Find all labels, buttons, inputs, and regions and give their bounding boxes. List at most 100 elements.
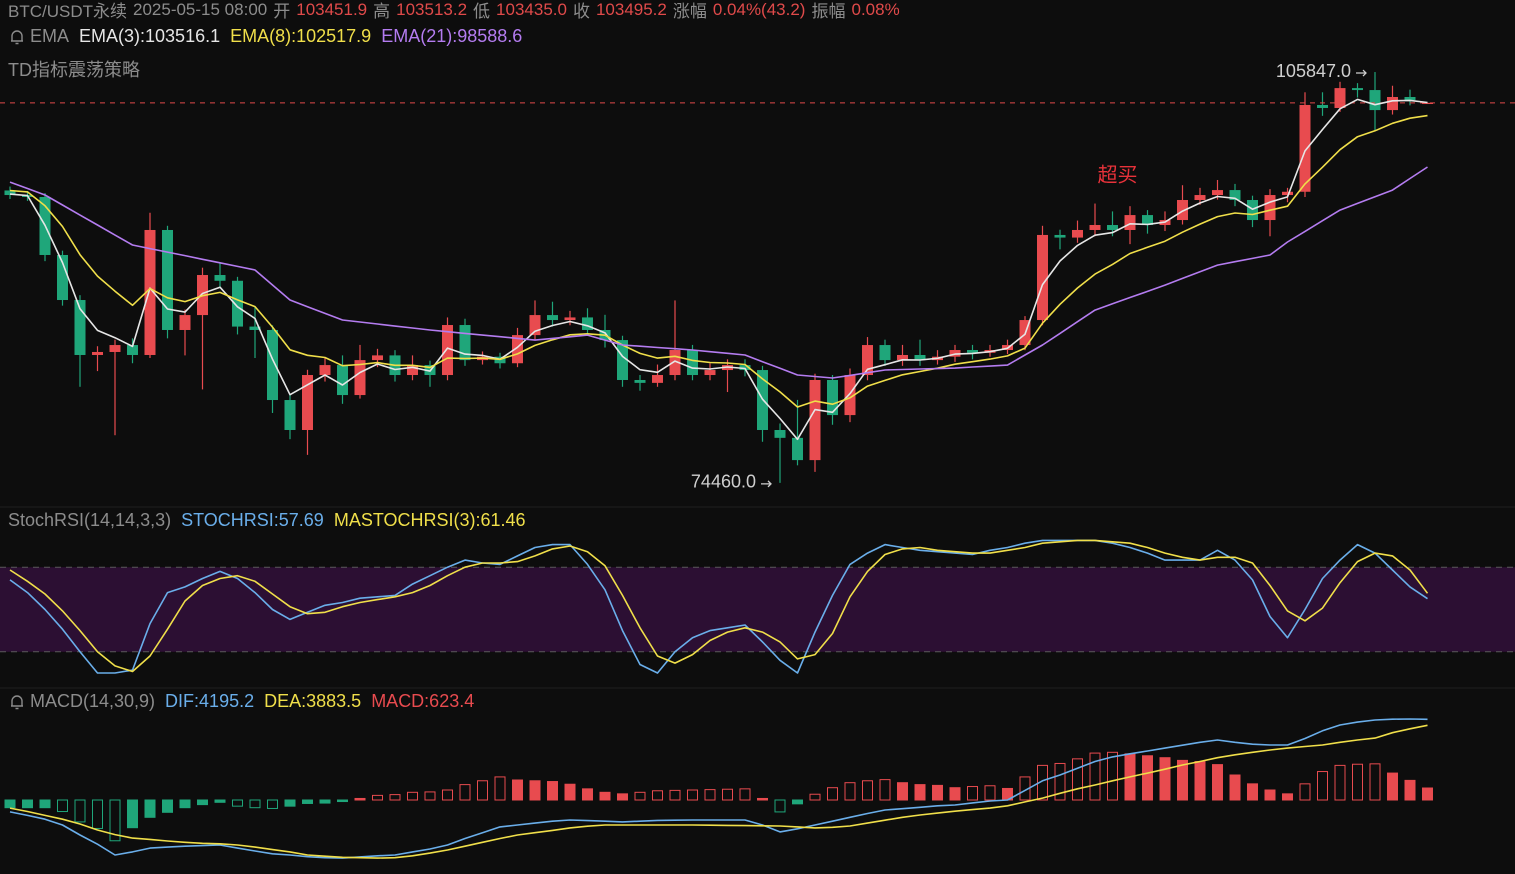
macd-bar	[319, 799, 331, 804]
macd-bar	[1247, 783, 1258, 801]
candle-body	[1317, 104, 1328, 108]
series-legend: EMA(8):102517.9	[230, 26, 372, 46]
macd-bar	[4, 799, 16, 809]
macd-bar	[897, 782, 908, 801]
candle-body	[1404, 96, 1416, 101]
macd-bar	[1334, 764, 1346, 801]
candle-body	[967, 350, 978, 353]
extreme-label: 105847.0	[1276, 61, 1351, 81]
macd-bar	[774, 799, 786, 813]
candle-body	[1124, 215, 1136, 230]
macd-bar	[389, 794, 401, 801]
macd-bar	[1352, 763, 1363, 801]
candle-body	[687, 350, 698, 376]
candle-body	[669, 350, 681, 376]
macd-bar	[512, 779, 523, 801]
macd-bar	[214, 799, 226, 803]
macd-bar	[267, 799, 278, 809]
field-label: 低	[473, 2, 491, 21]
indicator-line	[9, 724, 1428, 859]
indicator-line	[9, 114, 1428, 408]
macd-bar	[634, 791, 646, 801]
macd-bar	[354, 797, 366, 801]
macd-bar	[197, 799, 208, 806]
macd-bar	[564, 783, 576, 801]
field-label: 收	[572, 2, 590, 21]
candle-body	[214, 275, 226, 281]
macd-bar	[757, 797, 768, 801]
strategy-label: TD指标震荡策略	[8, 56, 150, 82]
macd-bar	[1229, 774, 1241, 801]
macd-bar	[1299, 783, 1311, 801]
field-label: 高	[373, 2, 391, 21]
macd-bar	[92, 799, 103, 829]
macd-bar	[162, 799, 173, 813]
macd-bar	[1369, 763, 1381, 801]
candle-body	[459, 325, 471, 361]
candle-body	[1282, 191, 1293, 196]
extreme-arrow	[761, 480, 772, 488]
candle-body	[704, 370, 716, 376]
candle-body	[564, 317, 576, 321]
field-label: 涨幅	[672, 2, 707, 21]
macd-bar	[669, 789, 681, 801]
series-legend: DEA:3883.5	[264, 691, 362, 711]
candle-body	[774, 429, 786, 438]
candle-body	[1369, 90, 1381, 111]
alert-icon[interactable]	[8, 693, 26, 711]
candle-body	[1264, 195, 1276, 221]
candle-body	[827, 379, 838, 416]
macd-bar	[407, 791, 418, 801]
candle-body	[1089, 225, 1101, 230]
indicator-line	[9, 539, 1428, 674]
indicator-line	[9, 98, 1428, 441]
candle-body	[652, 375, 663, 383]
macd-bar	[1072, 758, 1083, 801]
macd-bar	[687, 789, 698, 801]
strategy-name: TD指标震荡策略	[8, 60, 140, 80]
macd-bar	[179, 799, 191, 809]
macd-bar	[582, 788, 593, 801]
field-value: 0.04%(43.2)	[712, 0, 806, 19]
candle-body	[319, 365, 331, 376]
candle-body	[529, 315, 541, 336]
macd-bar	[109, 799, 121, 842]
macd-bar	[547, 781, 558, 801]
candle-body	[407, 365, 418, 376]
macd-bar	[144, 799, 156, 818]
bar-time: 2025-05-15 08:00	[133, 0, 268, 19]
candle-body	[1299, 104, 1311, 192]
macd-bar	[1264, 789, 1276, 801]
indicator-line	[9, 166, 1428, 379]
macd-bar	[617, 793, 628, 801]
candle-body	[249, 326, 261, 330]
macd-bar	[1107, 751, 1118, 801]
candle-body	[1072, 229, 1083, 238]
macd-bar	[1422, 787, 1433, 801]
candle-body	[1387, 96, 1398, 111]
macd-bar	[1212, 764, 1223, 801]
series-legend: DIF:4195.2	[165, 691, 255, 711]
candle-body	[1212, 190, 1223, 196]
macd-bar	[529, 780, 541, 801]
macd-bar	[57, 799, 68, 813]
macd-bar	[1194, 761, 1206, 801]
indicator-name: EMA	[30, 26, 70, 46]
candle-body	[897, 354, 908, 361]
alert-icon[interactable]	[8, 28, 26, 46]
macd-legend: MACD(14,30,9) DIF:4195.2 DEA:3883.5 MACD:6…	[8, 691, 484, 712]
symbol: BTC/USDT永续	[8, 2, 127, 21]
candle-body	[354, 360, 366, 396]
candle-body	[617, 340, 628, 380]
macd-bar	[1404, 779, 1416, 801]
candle-body	[109, 345, 121, 352]
macd-bar	[459, 784, 471, 801]
macd-bar	[249, 799, 261, 809]
ohlc-header: BTC/USDT永续 2025-05-15 08:00 开 103451.9 高 10…	[8, 0, 906, 22]
candle-body	[862, 345, 873, 376]
macd-bar	[74, 799, 86, 823]
macd-bar	[232, 799, 243, 807]
macd-bar	[284, 799, 296, 807]
candle-body	[144, 229, 156, 355]
